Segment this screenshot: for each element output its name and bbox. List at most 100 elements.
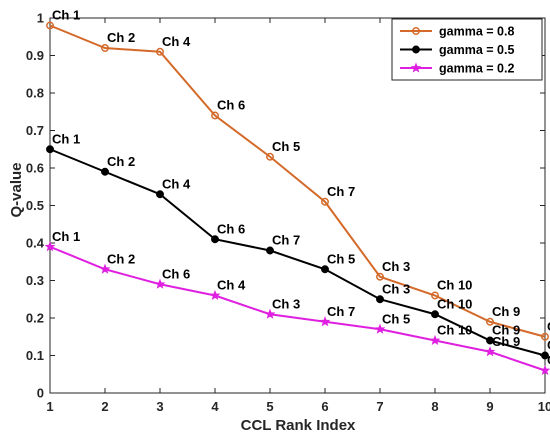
data-point <box>486 336 494 345</box>
legend-label: gamma = 0.5 <box>439 43 514 57</box>
point-label: Ch 5 <box>327 251 355 266</box>
point-label: Ch 8 <box>547 319 550 334</box>
data-point <box>44 241 56 252</box>
data-point <box>321 197 329 206</box>
point-label: Ch 9 <box>492 323 520 338</box>
data-point <box>211 111 219 120</box>
point-label: Ch 1 <box>52 229 80 244</box>
point-label: Ch 6 <box>217 98 245 113</box>
y-tick-label: 0 <box>37 386 44 401</box>
point-label: Ch 4 <box>217 278 246 293</box>
data-point <box>484 346 496 357</box>
point-label: Ch 8 <box>547 338 550 353</box>
x-tick-label: 2 <box>101 399 108 414</box>
y-tick-label: 0.7 <box>26 123 44 138</box>
point-label: Ch 3 <box>382 259 410 274</box>
data-point <box>321 265 329 274</box>
point-label: Ch 10 <box>437 296 472 311</box>
x-tick-label: 1 <box>46 399 53 414</box>
data-point <box>376 272 384 281</box>
data-point <box>46 21 54 30</box>
legend-label: gamma = 0.2 <box>439 62 514 76</box>
point-label: Ch 6 <box>217 221 245 236</box>
legend-marker <box>412 45 420 54</box>
data-point <box>99 263 111 274</box>
y-tick-label: 0.5 <box>26 198 44 213</box>
series-line <box>49 148 546 357</box>
legend: gamma = 0.8 gamma = 0.5 gamma = 0.2 <box>391 18 543 81</box>
data-point <box>486 317 494 326</box>
data-point <box>156 47 164 56</box>
point-label: Ch 2 <box>107 251 135 266</box>
point-label: Ch 1 <box>52 8 80 23</box>
point-label: Ch 3 <box>272 296 300 311</box>
point-label: Ch 4 <box>162 176 191 191</box>
legend-item: gamma = 0.5 <box>400 43 514 57</box>
y-tick-label: 0.8 <box>26 86 44 101</box>
point-label: Ch 7 <box>327 304 355 319</box>
legend-item: gamma = 0.2 <box>400 62 514 76</box>
point-label: Ch 4 <box>162 34 191 49</box>
point-label: Ch 9 <box>492 334 520 349</box>
data-point <box>541 332 549 341</box>
x-tick-label: 7 <box>376 399 383 414</box>
point-label: Ch 10 <box>437 323 472 338</box>
data-point <box>319 316 331 327</box>
data-point <box>541 351 549 360</box>
point-label: Ch 9 <box>492 304 520 319</box>
data-point <box>264 308 276 319</box>
x-tick-label: 8 <box>431 399 438 414</box>
point-label: Ch 7 <box>327 184 355 199</box>
data-point <box>374 323 386 334</box>
y-tick-label: 0.9 <box>26 48 44 63</box>
y-tick-label: 0.6 <box>26 161 44 176</box>
x-tick-label: 6 <box>321 399 328 414</box>
point-label: Ch 5 <box>382 311 410 326</box>
y-tick-label: 0.4 <box>26 236 45 251</box>
x-tick-label: 9 <box>486 399 493 414</box>
data-point <box>46 145 54 154</box>
data-point <box>376 295 384 304</box>
point-label: Ch 7 <box>272 233 300 248</box>
x-tick-label: 10 <box>538 399 550 414</box>
point-label: Ch 6 <box>162 266 190 281</box>
x-tick-label: 4 <box>211 399 219 414</box>
data-point <box>431 291 439 300</box>
series-line <box>49 24 546 338</box>
data-point <box>431 310 439 319</box>
data-point <box>156 190 164 199</box>
series-line <box>49 245 546 372</box>
point-label: Ch 1 <box>52 131 80 146</box>
data-point <box>429 334 441 346</box>
y-tick-label: 0.2 <box>26 311 44 326</box>
series-1: Ch 1 Ch 2 Ch 4 Ch 6 Ch 5 Ch 7 Ch 3 Ch 10 Ch 9 Ch … <box>46 8 550 341</box>
y-axis-label: Q-value <box>8 162 25 217</box>
y-tick-label: 0.3 <box>26 273 44 288</box>
data-point <box>211 235 219 244</box>
legend-marker <box>410 62 422 73</box>
point-label: Ch 8 <box>547 353 550 368</box>
legend-item: gamma = 0.8 <box>400 25 514 39</box>
y-tick-label: 0.1 <box>26 348 44 363</box>
point-label: Ch 2 <box>107 154 135 169</box>
point-label: Ch 3 <box>382 281 410 296</box>
legend-marker <box>412 27 420 35</box>
data-point <box>154 278 166 289</box>
legend-label: gamma = 0.8 <box>439 25 514 39</box>
data-point <box>266 152 274 161</box>
x-axis-label: CCL Rank Index <box>241 417 356 434</box>
point-label: Ch 10 <box>437 278 472 293</box>
x-tick-label: 5 <box>266 399 273 414</box>
data-point <box>101 44 109 52</box>
data-point <box>266 246 274 255</box>
data-point <box>101 167 109 176</box>
x-tick-label: 3 <box>156 399 163 414</box>
y-tick-label: 1 <box>37 11 44 26</box>
data-point <box>539 364 550 376</box>
data-point <box>209 289 221 301</box>
point-label: Ch 2 <box>107 30 135 45</box>
point-label: Ch 5 <box>272 139 300 154</box>
